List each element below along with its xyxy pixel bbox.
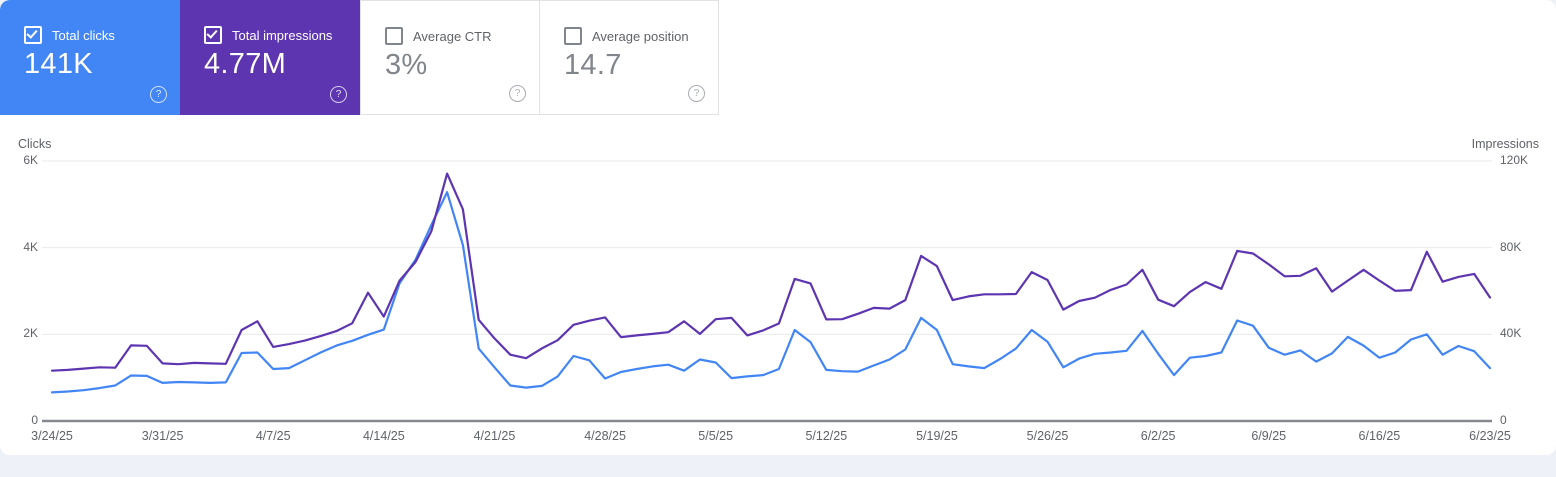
checkbox-average-position[interactable] [564, 27, 582, 45]
x-axis-date-label: 6/2/25 [1140, 429, 1176, 443]
metric-cards-row: Total clicks 141K ? Total impressions 4.… [0, 0, 719, 115]
help-icon[interactable]: ? [150, 86, 167, 103]
performance-chart[interactable] [0, 0, 1556, 455]
help-icon[interactable]: ? [330, 86, 347, 103]
left-axis-title: Clicks [18, 137, 52, 151]
x-axis-date-label: 6/23/25 [1469, 429, 1511, 443]
right-axis-tick: 0 [1500, 413, 1507, 427]
x-axis-date-label: 5/5/25 [698, 429, 734, 443]
right-axis-title: Impressions [1471, 137, 1539, 151]
metric-card-average-ctr[interactable]: Average CTR 3% ? [360, 0, 540, 115]
checkbox-total-impressions[interactable] [204, 26, 222, 44]
checkbox-total-clicks[interactable] [24, 26, 42, 44]
metric-card-total-clicks[interactable]: Total clicks 141K ? [0, 0, 180, 115]
left-axis-tick: 0 [31, 413, 38, 427]
checkbox-average-ctr[interactable] [385, 27, 403, 45]
metric-card-header: Total clicks [24, 26, 115, 44]
performance-panel: Total clicks 141K ? Total impressions 4.… [0, 0, 1556, 455]
help-icon[interactable]: ? [688, 85, 705, 102]
line-clicks[interactable] [50, 191, 1492, 394]
metric-label: Total clicks [52, 27, 115, 43]
metric-value: 3% [385, 49, 428, 81]
metric-card-header: Average CTR [385, 27, 492, 45]
line-impressions[interactable] [50, 172, 1492, 372]
right-axis-tick: 120K [1500, 153, 1529, 167]
metric-value: 14.7 [564, 49, 622, 81]
left-axis-tick: 4K [23, 239, 38, 254]
metric-card-header: Average position [564, 27, 689, 45]
x-axis-date-label: 6/9/25 [1251, 429, 1287, 443]
x-axis-date-label: 3/31/25 [141, 429, 184, 443]
metric-card-total-impressions[interactable]: Total impressions 4.77M ? [180, 0, 360, 115]
right-axis-tick: 80K [1500, 239, 1522, 254]
metric-label: Average position [592, 28, 689, 44]
x-axis-date-label: 4/28/25 [584, 429, 626, 443]
left-axis-tick: 2K [23, 326, 38, 341]
right-axis-tick: 40K [1500, 326, 1522, 341]
metric-label: Total impressions [232, 27, 333, 43]
x-axis-date-label: 4/7/25 [255, 429, 291, 443]
left-axis-tick: 6K [23, 153, 38, 167]
metric-label: Average CTR [413, 28, 492, 44]
x-axis-date-label: 4/21/25 [473, 429, 516, 443]
x-axis-date-label: 4/14/25 [362, 429, 405, 443]
x-axis-date-label: 3/24/25 [31, 429, 73, 443]
help-icon[interactable]: ? [509, 85, 526, 102]
metric-card-average-position[interactable]: Average position 14.7 ? [539, 0, 719, 115]
x-axis-date-label: 5/19/25 [916, 429, 958, 443]
x-axis-date-label: 5/12/25 [805, 429, 848, 443]
metric-value: 4.77M [204, 48, 287, 80]
x-axis-date-label: 5/26/25 [1026, 429, 1069, 443]
metric-value: 141K [24, 48, 93, 80]
metric-card-header: Total impressions [204, 26, 332, 44]
x-axis-date-label: 6/16/25 [1358, 429, 1401, 443]
